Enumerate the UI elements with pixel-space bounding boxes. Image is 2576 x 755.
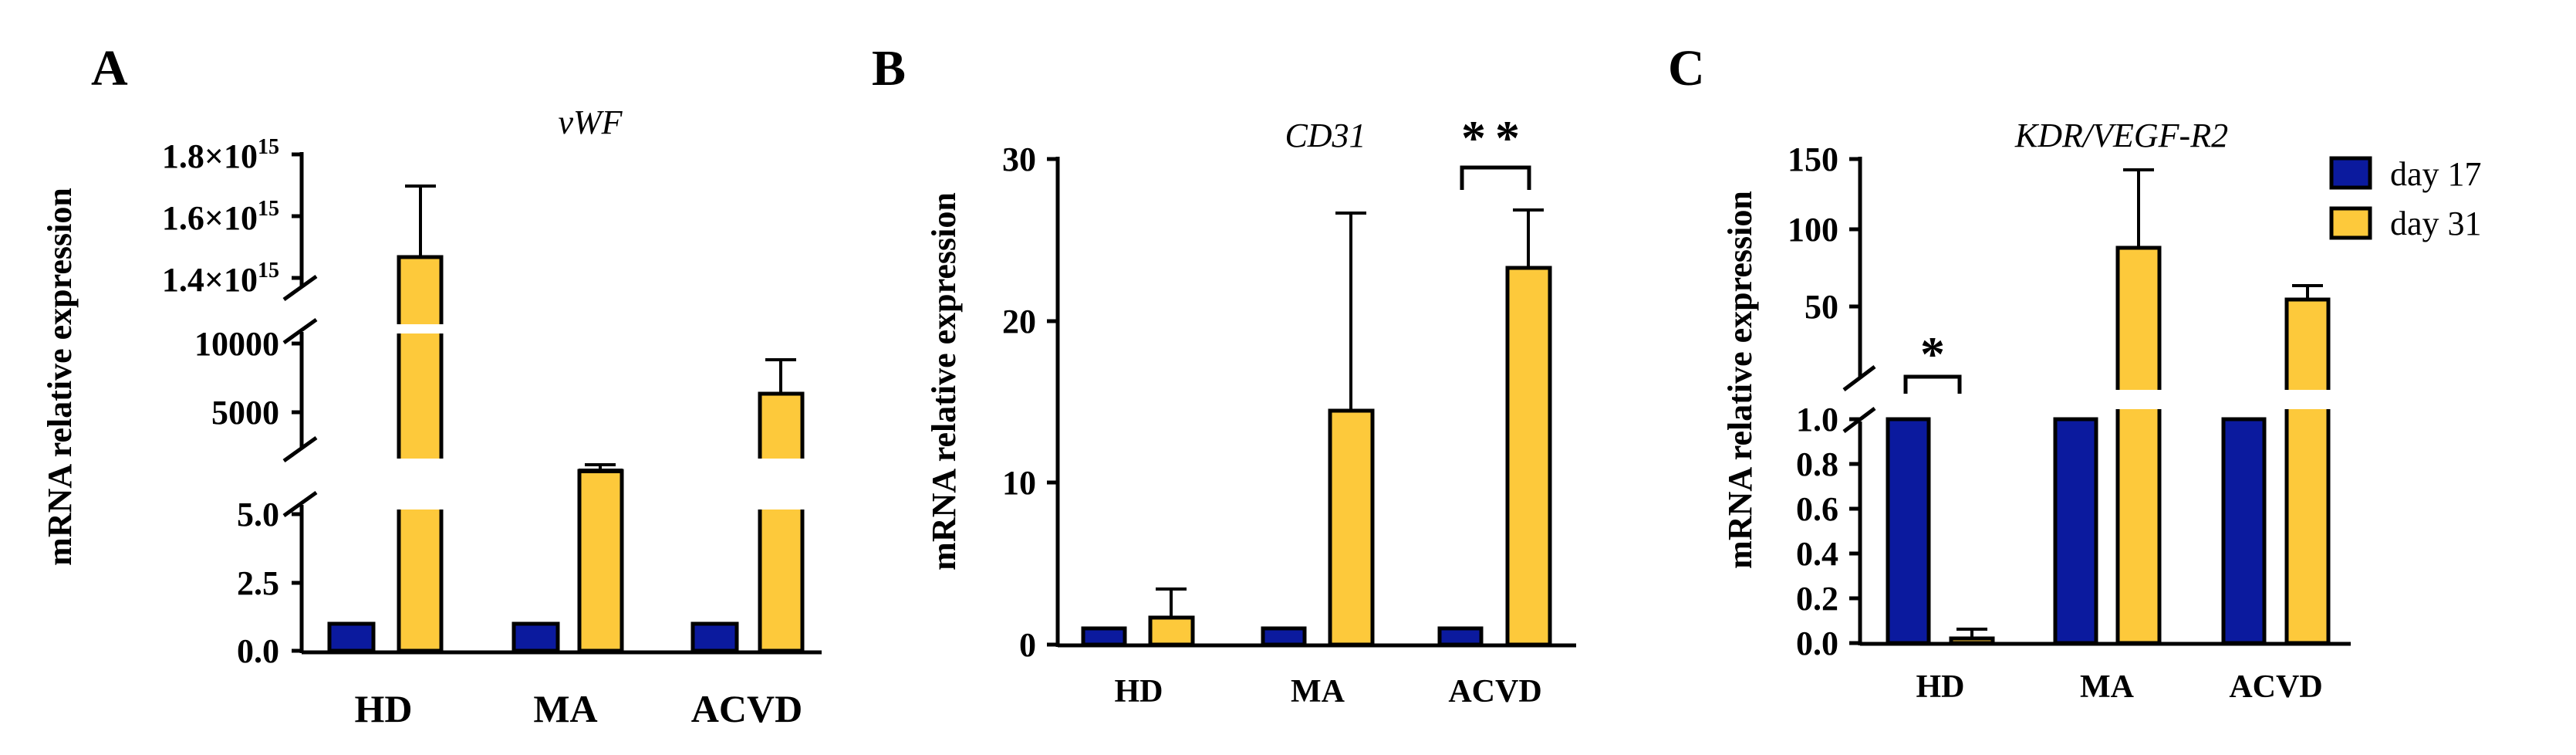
y-tick-label-a-2: 1.6×1015 <box>162 197 279 237</box>
y-tick-label-a-1: 1.8×1015 <box>162 135 279 175</box>
errorbar-c-hd-day31 <box>1956 628 1987 638</box>
x-tick-label-c-ma: MA <box>2080 669 2135 705</box>
legend-swatch-day17 <box>2329 156 2372 190</box>
errorbar-a-ma-day31 <box>585 463 616 471</box>
y-tick-label-c-50: 50 <box>1805 288 1838 326</box>
axis-break-mark-a-4 <box>282 490 318 518</box>
x-tick-label-a-acvd: ACVD <box>691 687 802 730</box>
y-tick-label-c-0.4: 0.4 <box>1796 535 1838 573</box>
axis-break-mark-a-3 <box>282 435 318 463</box>
y-tick-label-c-1.0: 1.0 <box>1796 401 1838 438</box>
y-tick-label-a-5: 5000 <box>211 394 279 432</box>
panel-a: A vWF mRNA relative expression 1.8×1015 … <box>41 40 822 730</box>
errorbar-c-acvd-day31 <box>2292 284 2323 300</box>
x-tick-label-c-hd: HD <box>1916 669 1965 705</box>
axis-break-mark-a-1 <box>282 274 318 302</box>
y-tick-label-b-0: 0 <box>1019 626 1036 664</box>
bar-b-acvd-day17 <box>1437 626 1484 647</box>
panel-b: B CD31 mRNA relative expression 30 20 10… <box>872 40 1576 709</box>
panel-letter-c: C <box>1668 40 1705 96</box>
panel-letter-b: B <box>872 40 906 96</box>
y-tick-label-c-100: 100 <box>1788 211 1838 249</box>
legend-swatch-day31 <box>2329 206 2372 240</box>
x-tick-label-b-hd: HD <box>1115 674 1163 709</box>
legend: day 17 day 31 <box>2329 155 2482 242</box>
errorbar-a-acvd-day31 <box>765 358 796 394</box>
bar-a-hd-day17 <box>327 621 376 653</box>
y-axis-label-b: mRNA relative expression <box>925 192 963 570</box>
bar-c-hd-day17 <box>1886 417 1931 645</box>
y-tick-label-b-10: 10 <box>1002 464 1036 502</box>
bar-a-hd-day31 <box>394 255 447 653</box>
y-tick-label-b-30: 30 <box>1002 141 1036 178</box>
panel-letter-a: A <box>91 40 128 96</box>
bar-b-ma-day31 <box>1328 408 1375 647</box>
errorbar-b-acvd-day31 <box>1513 208 1544 268</box>
significance-label-b: ** <box>1461 110 1529 165</box>
errorbar-b-ma-day31 <box>1335 212 1366 411</box>
y-tick-label-c-150: 150 <box>1788 141 1838 178</box>
significance-bracket-b <box>1460 165 1531 190</box>
x-tick-label-c-acvd: ACVD <box>2229 669 2322 705</box>
axis-break-mark-a-2 <box>282 317 318 345</box>
bar-b-hd-day17 <box>1081 626 1127 647</box>
x-tick-label-b-ma: MA <box>1291 674 1345 709</box>
errorbar-b-hd-day31 <box>1156 587 1187 618</box>
bar-c-ma-day17 <box>2053 417 2098 645</box>
chart-title-a: vWF <box>558 103 623 141</box>
bar-c-ma-day31 <box>2113 245 2164 645</box>
significance-bracket-c <box>1903 374 1962 394</box>
x-tick-label-a-ma: MA <box>533 687 597 730</box>
chart-title-c: KDR/VEGF-R2 <box>2014 117 2228 154</box>
chart-title-b: CD31 <box>1285 117 1366 154</box>
bar-a-ma-day31 <box>577 469 624 653</box>
y-tick-label-b-20: 20 <box>1002 303 1036 340</box>
bar-c-acvd-day31 <box>2282 297 2333 645</box>
y-tick-label-a-8: 0.0 <box>237 632 279 670</box>
bar-a-ma-day17 <box>511 621 560 653</box>
y-tick-label-c-0.6: 0.6 <box>1796 490 1838 528</box>
x-tick-label-a-hd: HD <box>355 687 413 730</box>
axis-break-mark-c-1 <box>1842 365 1876 391</box>
x-tick-label-b-acvd: ACVD <box>1448 674 1541 709</box>
bar-a-acvd-day17 <box>690 621 739 653</box>
y-tick-label-a-3: 1.4×1015 <box>162 259 279 299</box>
bar-c-acvd-day17 <box>2221 417 2267 645</box>
errorbar-c-ma-day31 <box>2123 168 2154 248</box>
y-tick-label-a-6: 5.0 <box>237 496 279 533</box>
bar-b-acvd-day31 <box>1505 266 1552 647</box>
y-axis-label-c: mRNA relative expression <box>1721 191 1759 569</box>
y-tick-label-c-0.0: 0.0 <box>1796 625 1838 662</box>
errorbar-a-hd-day31 <box>405 185 436 257</box>
bar-b-hd-day31 <box>1148 615 1195 647</box>
legend-label-day17: day 17 <box>2390 155 2482 193</box>
y-tick-label-a-4: 10000 <box>194 325 279 363</box>
significance-label-c: * <box>1920 327 1945 381</box>
bar-a-acvd-day31 <box>755 391 808 653</box>
bar-b-ma-day17 <box>1261 626 1307 647</box>
panel-c: C KDR/VEGF-R2 mRNA relative expression 1… <box>1668 40 2482 705</box>
y-axis-label-a: mRNA relative expression <box>41 188 79 566</box>
y-tick-label-c-0.8: 0.8 <box>1796 445 1838 483</box>
y-tick-label-c-0.2: 0.2 <box>1796 580 1838 618</box>
legend-label-day31: day 31 <box>2390 205 2482 242</box>
y-tick-label-a-7: 2.5 <box>237 564 279 602</box>
